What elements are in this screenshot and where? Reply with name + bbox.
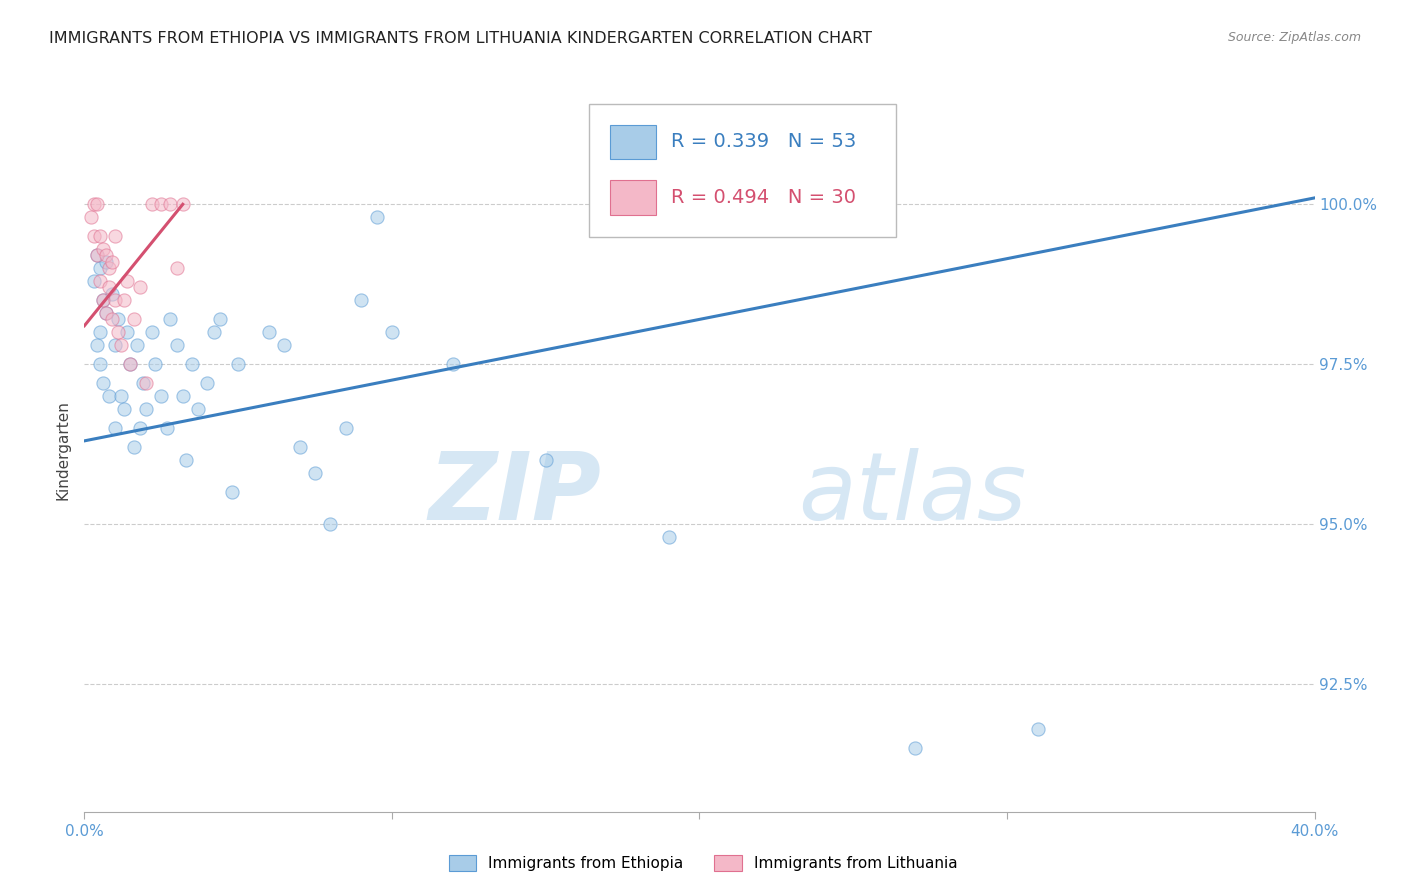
Y-axis label: Kindergarten: Kindergarten <box>55 401 70 500</box>
Point <box>101 255 124 269</box>
Point <box>128 280 150 294</box>
Point <box>125 338 148 352</box>
Point <box>79 210 101 224</box>
Point <box>86 197 108 211</box>
Point <box>226 357 249 371</box>
Point <box>89 274 111 288</box>
Point <box>366 210 388 224</box>
Point <box>107 325 129 339</box>
Point <box>197 376 219 391</box>
Point <box>273 338 295 352</box>
Point <box>112 293 135 308</box>
Point <box>122 440 145 454</box>
Point <box>166 261 188 276</box>
Point <box>120 357 142 371</box>
Point <box>112 401 135 416</box>
Point <box>117 325 139 339</box>
Point <box>304 466 326 480</box>
Point <box>89 261 111 276</box>
Point <box>89 325 111 339</box>
Point <box>110 389 132 403</box>
Point <box>94 248 117 262</box>
Bar <box>610 125 657 160</box>
Point <box>86 248 108 262</box>
Point <box>83 229 105 244</box>
Point <box>83 197 105 211</box>
Point <box>107 312 129 326</box>
Point <box>150 389 173 403</box>
Point <box>101 286 124 301</box>
Point <box>288 440 311 454</box>
Point <box>135 376 157 391</box>
Point <box>187 401 209 416</box>
Point <box>94 306 117 320</box>
Point <box>104 293 127 308</box>
Bar <box>610 180 657 215</box>
Point <box>104 338 127 352</box>
Point <box>98 261 120 276</box>
Point <box>221 485 243 500</box>
Point <box>208 312 231 326</box>
Point <box>91 376 114 391</box>
Point <box>132 376 155 391</box>
Point <box>89 357 111 371</box>
Point <box>101 312 124 326</box>
FancyBboxPatch shape <box>589 103 897 237</box>
Point <box>89 229 111 244</box>
Point <box>257 325 280 339</box>
Point <box>904 740 927 755</box>
Point <box>141 197 163 211</box>
Point <box>319 516 342 531</box>
Point <box>98 389 120 403</box>
Point <box>122 312 145 326</box>
Point <box>166 338 188 352</box>
Point <box>1026 722 1049 736</box>
Point <box>128 421 150 435</box>
Point <box>156 421 179 435</box>
Point <box>104 421 127 435</box>
Point <box>91 242 114 256</box>
Text: IMMIGRANTS FROM ETHIOPIA VS IMMIGRANTS FROM LITHUANIA KINDERGARTEN CORRELATION C: IMMIGRANTS FROM ETHIOPIA VS IMMIGRANTS F… <box>49 31 872 46</box>
Text: ZIP: ZIP <box>429 448 602 540</box>
Point <box>83 274 105 288</box>
Point <box>443 357 465 371</box>
Point <box>159 312 181 326</box>
Point <box>104 229 127 244</box>
Point <box>143 357 166 371</box>
Point <box>86 248 108 262</box>
Point <box>91 293 114 308</box>
Point <box>181 357 204 371</box>
Point <box>110 338 132 352</box>
Point <box>141 325 163 339</box>
Point <box>94 306 117 320</box>
Text: Source: ZipAtlas.com: Source: ZipAtlas.com <box>1227 31 1361 45</box>
Text: R = 0.339   N = 53: R = 0.339 N = 53 <box>671 132 856 152</box>
Point <box>172 197 194 211</box>
Point <box>150 197 173 211</box>
Text: R = 0.494   N = 30: R = 0.494 N = 30 <box>671 188 856 207</box>
Point <box>91 293 114 308</box>
Text: atlas: atlas <box>799 449 1026 540</box>
Point <box>381 325 404 339</box>
Point <box>658 530 681 544</box>
Point <box>86 338 108 352</box>
Point <box>202 325 225 339</box>
Point <box>172 389 194 403</box>
Point <box>98 280 120 294</box>
Point <box>174 453 197 467</box>
Point <box>534 453 557 467</box>
Point <box>94 255 117 269</box>
Point <box>117 274 139 288</box>
Point <box>135 401 157 416</box>
Point <box>335 421 357 435</box>
Point <box>159 197 181 211</box>
Legend: Immigrants from Ethiopia, Immigrants from Lithuania: Immigrants from Ethiopia, Immigrants fro… <box>443 849 963 877</box>
Point <box>350 293 373 308</box>
Point <box>120 357 142 371</box>
